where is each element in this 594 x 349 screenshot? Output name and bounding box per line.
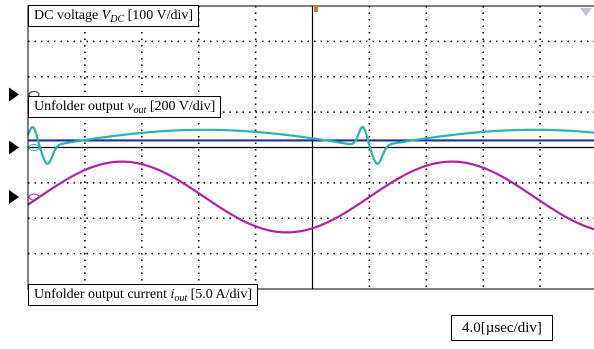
trigger-position-icon	[314, 6, 318, 12]
output-current-symbol: i	[170, 287, 175, 302]
dc-voltage-scale: [100 V/div]	[127, 8, 194, 23]
dc-voltage-symbol: V	[101, 8, 111, 23]
channel-label-output-voltage: Unfolder output vout [200 V/div]	[28, 96, 222, 118]
channel-label-dc-voltage: DC voltage VDC [100 V/div]	[28, 5, 200, 27]
traces	[26, 125, 594, 234]
output-current-subscript: out	[174, 293, 188, 304]
output-current-name: Unfolder output current	[34, 287, 171, 302]
channel-1-ground-marker-icon	[9, 87, 19, 102]
channel-label-output-current: Unfolder output current iout [5.0 A/div]	[28, 284, 259, 306]
trace-channel-2	[26, 125, 594, 165]
output-voltage-scale: [200 V/div]	[149, 99, 216, 114]
output-voltage-symbol: v	[127, 99, 134, 114]
dc-voltage-name: DC voltage	[34, 8, 102, 23]
output-current-scale: [5.0 A/div]	[190, 287, 253, 302]
timebase-label: 4.0[µsec/div]	[451, 315, 553, 341]
trace-channel-3	[27, 160, 594, 234]
channel-3-ground-marker-icon	[9, 190, 19, 205]
dc-voltage-subscript: DC	[110, 14, 125, 25]
channel-2-ground-marker-icon	[9, 140, 19, 155]
graticule	[28, 6, 594, 289]
channel-3-ground-tag-icon	[28, 193, 40, 201]
output-voltage-name: Unfolder output	[34, 99, 128, 114]
trigger-level-icon	[580, 8, 592, 16]
plot-border	[27, 5, 594, 290]
output-voltage-subscript: out	[133, 105, 147, 116]
channel-2-ground-tag-icon	[28, 144, 40, 151]
